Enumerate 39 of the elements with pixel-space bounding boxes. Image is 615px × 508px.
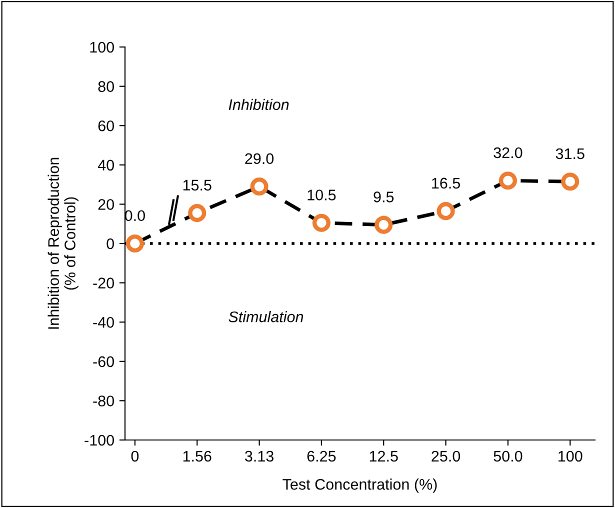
data-label: 31.5 — [556, 148, 584, 160]
x-tick-label: 100 — [558, 450, 582, 462]
x-axis-title: Test Concentration (%) — [282, 478, 437, 493]
data-label: 10.5 — [308, 190, 336, 200]
y-tick-label: -40 — [93, 316, 114, 328]
point — [188, 204, 206, 222]
y-tick-label: 40 — [98, 160, 114, 171]
x-tick-label: 1.56 — [183, 450, 212, 462]
data-label: 15.5 — [183, 180, 212, 191]
data-label: 16.5 — [432, 178, 460, 189]
y-axis-title: Inhibition of Reproduction (% of Control) — [48, 158, 78, 329]
data-label: 9.5 — [374, 192, 394, 202]
x-tick-label: 25.0 — [432, 450, 460, 462]
point — [561, 172, 580, 191]
x-tick-label: 0 — [131, 450, 139, 462]
data-label: 32.0 — [494, 147, 522, 158]
point — [126, 234, 144, 253]
x-tick-label: 12.5 — [370, 450, 398, 462]
y-tick-label: 0 — [106, 238, 114, 250]
data-label: 29.0 — [245, 153, 274, 164]
point — [312, 214, 330, 232]
data-label: 0.0 — [124, 210, 145, 222]
y-tick-label: 100 — [90, 42, 114, 53]
point — [250, 177, 268, 196]
point — [498, 172, 517, 190]
annotation: Inhibition — [228, 98, 289, 110]
y-tick-label: 60 — [98, 120, 114, 132]
point — [436, 202, 455, 220]
y-tick-label: 80 — [98, 81, 114, 92]
point — [374, 216, 393, 234]
annotation: Stimulation — [228, 311, 304, 322]
y-tick-label: -60 — [93, 356, 114, 368]
y-tick-label: -20 — [93, 278, 114, 288]
x-tick-label: 6.25 — [307, 450, 336, 462]
y-tick-label: -80 — [93, 396, 114, 406]
x-tick-label: 50.0 — [494, 450, 522, 462]
y-tick-label: -100 — [84, 434, 114, 446]
x-tick-label: 3.13 — [245, 450, 274, 462]
y-tick-label: 20 — [98, 199, 114, 210]
